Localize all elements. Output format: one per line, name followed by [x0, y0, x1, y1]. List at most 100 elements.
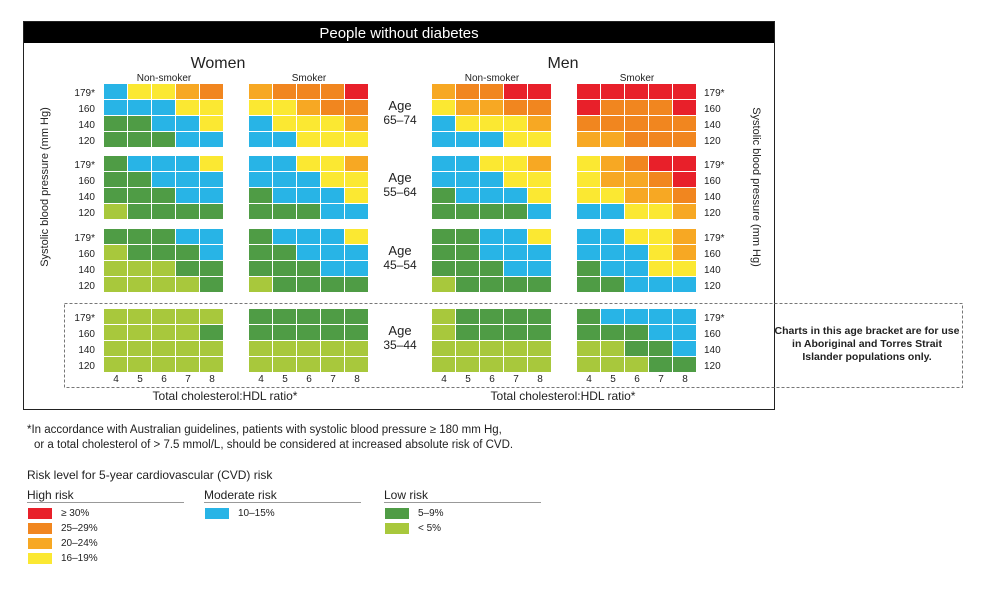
risk-cell: [345, 277, 368, 292]
legend-item-high-25: 25–29%: [27, 522, 98, 535]
risk-cell: [345, 325, 368, 340]
risk-cell: [456, 188, 479, 203]
risk-cell: [456, 277, 479, 292]
risk-cell: [625, 341, 648, 356]
risk-cell: [176, 245, 199, 260]
risk-cell: [297, 204, 320, 219]
y-tick-label-left: 179*: [74, 88, 95, 99]
risk-cell: [456, 172, 479, 187]
risk-cell: [200, 357, 223, 372]
legend-swatch-amber: [27, 537, 53, 550]
risk-cell: [345, 84, 368, 99]
risk-cell: [528, 357, 551, 372]
risk-cell: [273, 100, 296, 115]
risk-cell: [504, 325, 527, 340]
age-label: Age: [388, 98, 411, 113]
legend-moderate-risk-rule: [204, 502, 361, 503]
risk-cell: [152, 204, 175, 219]
x-tick-label: 8: [682, 374, 688, 385]
risk-cell: [577, 261, 600, 276]
risk-cell: [649, 156, 672, 171]
risk-cell: [249, 309, 272, 324]
risk-cell: [152, 245, 175, 260]
y-tick-label-right: 120: [704, 208, 721, 219]
risk-cell: [601, 309, 624, 324]
y-tick-label-left: 140: [78, 120, 95, 131]
risk-cell: [649, 277, 672, 292]
risk-cell: [577, 116, 600, 131]
risk-cell: [273, 156, 296, 171]
y-tick-label-left: 120: [78, 208, 95, 219]
risk-cell: [601, 245, 624, 260]
risk-cell: [625, 325, 648, 340]
x-tick-label: 4: [113, 374, 119, 385]
risk-cell: [456, 341, 479, 356]
risk-cell: [176, 156, 199, 171]
risk-cell: [345, 341, 368, 356]
risk-cell: [480, 277, 503, 292]
risk-cell: [432, 325, 455, 340]
risk-cell: [104, 116, 127, 131]
risk-cell: [528, 100, 551, 115]
risk-cell: [504, 204, 527, 219]
risk-cell: [345, 116, 368, 131]
risk-cell: [673, 309, 696, 324]
risk-cell: [673, 277, 696, 292]
y-tick-label-left: 140: [78, 345, 95, 356]
risk-cell: [504, 84, 527, 99]
y-tick-label-right: 140: [704, 120, 721, 131]
risk-cell: [321, 229, 344, 244]
risk-cell: [577, 357, 600, 372]
legend-swatch-orange: [27, 522, 53, 535]
legend-low-risk-heading: Low risk: [384, 488, 429, 502]
risk-cell: [200, 309, 223, 324]
risk-cell: [200, 84, 223, 99]
risk-cell: [128, 229, 151, 244]
risk-cell: [601, 277, 624, 292]
x-tick-label: 6: [161, 374, 167, 385]
risk-cell: [176, 357, 199, 372]
risk-cell: [528, 156, 551, 171]
risk-cell: [128, 156, 151, 171]
risk-cell: [128, 84, 151, 99]
risk-cell: [577, 188, 600, 203]
risk-cell: [249, 245, 272, 260]
risk-cell: [200, 341, 223, 356]
risk-cell: [152, 341, 175, 356]
non-smoker-label: Non-smoker: [137, 73, 192, 84]
y-tick-label-right: 160: [704, 104, 721, 115]
legend-swatch-green: [384, 507, 410, 520]
legend-item-high-20: 20–24%: [27, 537, 98, 550]
risk-cell: [249, 229, 272, 244]
x-tick-label: 7: [513, 374, 519, 385]
risk-cell: [528, 204, 551, 219]
risk-cell: [504, 100, 527, 115]
y-tick-label-right: 120: [704, 136, 721, 147]
risk-cell: [249, 261, 272, 276]
legend-swatch-blue: [204, 507, 230, 520]
risk-cell: [456, 229, 479, 244]
risk-cell: [601, 100, 624, 115]
x-tick-label: 6: [634, 374, 640, 385]
risk-cell: [673, 156, 696, 171]
risk-cell: [345, 309, 368, 324]
x-tick-label: 5: [137, 374, 143, 385]
risk-cell: [297, 188, 320, 203]
risk-cell: [625, 84, 648, 99]
risk-cell: [432, 341, 455, 356]
risk-cell: [504, 341, 527, 356]
risk-cell: [673, 229, 696, 244]
risk-cell: [480, 84, 503, 99]
y-tick-label-right: 120: [704, 281, 721, 292]
risk-cell: [577, 309, 600, 324]
risk-cell: [528, 245, 551, 260]
risk-cell: [176, 132, 199, 147]
risk-cell: [345, 261, 368, 276]
risk-cell: [104, 100, 127, 115]
age-range-label: 65–74: [383, 113, 417, 127]
risk-cell: [673, 204, 696, 219]
risk-cell: [528, 188, 551, 203]
risk-cell: [673, 188, 696, 203]
risk-cell: [128, 357, 151, 372]
age-label: Age: [388, 243, 411, 258]
